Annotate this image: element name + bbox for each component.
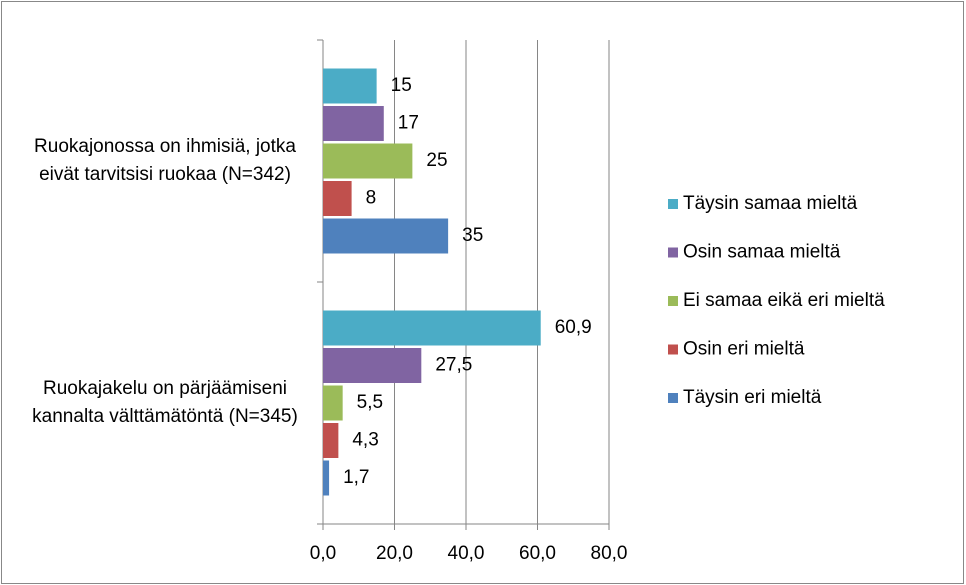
x-tick-label: 40,0 <box>448 543 485 564</box>
category-label: Ruokajakelu on pärjäämiseni kannalta väl… <box>32 378 298 427</box>
legend-label: Osin eri mieltä <box>683 339 805 360</box>
value-label: 25 <box>426 150 447 171</box>
legend-swatch <box>668 199 678 209</box>
legend-label: Täysin samaa mieltä <box>683 193 858 214</box>
legend-swatch <box>668 344 678 355</box>
value-label: 35 <box>462 225 483 246</box>
x-tick-label: 60,0 <box>519 543 556 564</box>
legend-label: Osin samaa mieltä <box>683 242 841 263</box>
value-label: 15 <box>391 75 412 96</box>
value-label: 4,3 <box>352 430 378 451</box>
legend-swatch <box>668 296 678 306</box>
bar <box>323 385 343 421</box>
value-label: 17 <box>398 113 419 134</box>
bar <box>323 460 330 496</box>
bar <box>323 181 352 216</box>
bar <box>323 68 377 104</box>
legend-label: Ei samaa eikä eri mieltä <box>683 290 885 311</box>
bar <box>323 423 339 458</box>
value-label: 5,5 <box>357 392 383 413</box>
x-tick-label: 80,0 <box>591 543 628 564</box>
bar <box>323 143 413 179</box>
x-tick-label: 0,0 <box>310 543 336 564</box>
legend-label: Täysin eri mieltä <box>683 387 822 408</box>
value-label: 60,9 <box>555 317 592 338</box>
value-label: 1,7 <box>343 467 369 488</box>
legend-swatch <box>668 393 678 403</box>
bar <box>323 310 541 346</box>
x-tick-label: 20,0 <box>376 543 413 564</box>
bar <box>323 106 384 141</box>
bar <box>323 348 422 383</box>
value-label: 8 <box>366 188 377 209</box>
legend-swatch <box>668 247 678 258</box>
value-label: 27,5 <box>435 355 472 376</box>
bar <box>323 218 449 254</box>
category-label: Ruokajonossa on ihmisiä, jotka eivät tar… <box>34 136 296 185</box>
